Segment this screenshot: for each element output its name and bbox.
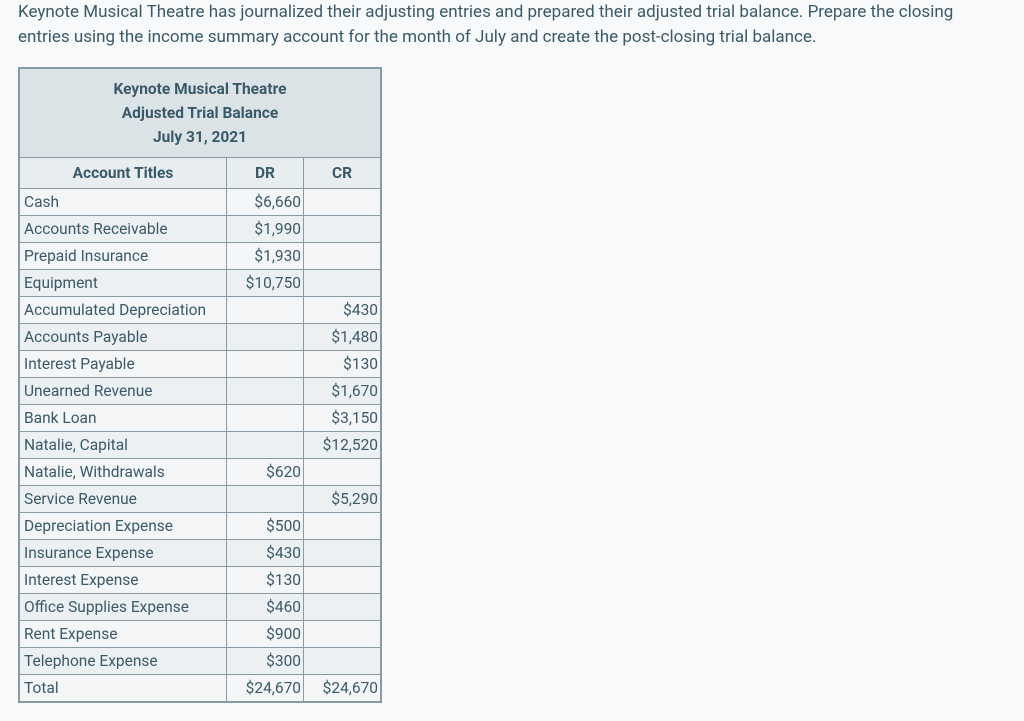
account-title-cell: Office Supplies Expense xyxy=(19,594,227,621)
dr-cell: $500 xyxy=(227,513,304,540)
cr-cell: $1,670 xyxy=(304,378,382,405)
table-row: Natalie, Withdrawals$620 xyxy=(19,459,381,486)
dr-cell: $1,990 xyxy=(227,216,304,243)
account-title-cell: Rent Expense xyxy=(19,621,227,648)
dr-cell: $130 xyxy=(227,567,304,594)
cr-cell: $130 xyxy=(304,351,382,378)
account-title-cell: Accumulated Depreciation xyxy=(19,297,227,324)
account-title-cell: Bank Loan xyxy=(19,405,227,432)
company-name: Keynote Musical Theatre xyxy=(30,77,370,101)
table-row: Interest Expense$130 xyxy=(19,567,381,594)
account-title-cell: Interest Payable xyxy=(19,351,227,378)
table-row: Accumulated Depreciation $430 xyxy=(19,297,381,324)
dr-cell: $460 xyxy=(227,594,304,621)
dr-cell xyxy=(227,351,304,378)
table-row: Interest Payable $130 xyxy=(19,351,381,378)
account-title-cell: Prepaid Insurance xyxy=(19,243,227,270)
cr-cell xyxy=(304,216,382,243)
col-header-account: Account Titles xyxy=(19,158,227,189)
table-row: Cash$6,660 xyxy=(19,189,381,216)
table-row: Accounts Payable $1,480 xyxy=(19,324,381,351)
col-header-cr: CR xyxy=(304,158,382,189)
dr-cell: $900 xyxy=(227,621,304,648)
table-row: Telephone Expense$300 xyxy=(19,648,381,675)
cr-cell xyxy=(304,243,382,270)
dr-cell: $620 xyxy=(227,459,304,486)
dr-cell xyxy=(227,297,304,324)
account-title-cell: Service Revenue xyxy=(19,486,227,513)
table-row: Accounts Receivable$1,990 xyxy=(19,216,381,243)
cr-cell xyxy=(304,594,382,621)
table-row: Insurance Expense$430 xyxy=(19,540,381,567)
dr-cell xyxy=(227,432,304,459)
dr-cell xyxy=(227,378,304,405)
account-title-cell: Cash xyxy=(19,189,227,216)
dr-cell: $10,750 xyxy=(227,270,304,297)
table-row: Depreciation Expense$500 xyxy=(19,513,381,540)
account-title-cell: Unearned Revenue xyxy=(19,378,227,405)
cr-cell xyxy=(304,270,382,297)
cr-cell xyxy=(304,648,382,675)
cr-cell: $24,670 xyxy=(304,675,382,703)
table-row: Rent Expense$900 xyxy=(19,621,381,648)
account-title-cell: Insurance Expense xyxy=(19,540,227,567)
cr-cell xyxy=(304,540,382,567)
account-title-cell: Telephone Expense xyxy=(19,648,227,675)
cr-cell xyxy=(304,513,382,540)
col-header-dr: DR xyxy=(227,158,304,189)
account-title-cell: Accounts Payable xyxy=(19,324,227,351)
account-title-cell: Interest Expense xyxy=(19,567,227,594)
cr-cell: $1,480 xyxy=(304,324,382,351)
account-title-cell: Natalie, Withdrawals xyxy=(19,459,227,486)
dr-cell xyxy=(227,486,304,513)
dr-cell: $300 xyxy=(227,648,304,675)
cr-cell: $5,290 xyxy=(304,486,382,513)
cr-cell xyxy=(304,459,382,486)
report-name: Adjusted Trial Balance xyxy=(30,101,370,125)
dr-cell: $6,660 xyxy=(227,189,304,216)
account-title-cell: Accounts Receivable xyxy=(19,216,227,243)
question-text: Keynote Musical Theatre has journalized … xyxy=(18,0,1006,49)
account-title-cell: Total xyxy=(19,675,227,703)
table-row: Office Supplies Expense$460 xyxy=(19,594,381,621)
table-row: Equipment$10,750 xyxy=(19,270,381,297)
cr-cell xyxy=(304,567,382,594)
table-title-cell: Keynote Musical Theatre Adjusted Trial B… xyxy=(19,68,381,158)
table-row: Service Revenue $5,290 xyxy=(19,486,381,513)
table-row: Bank Loan $3,150 xyxy=(19,405,381,432)
dr-cell: $1,930 xyxy=(227,243,304,270)
cr-cell: $12,520 xyxy=(304,432,382,459)
dr-cell xyxy=(227,405,304,432)
dr-cell: $24,670 xyxy=(227,675,304,703)
trial-balance-table: Keynote Musical Theatre Adjusted Trial B… xyxy=(18,67,382,703)
table-row: Unearned Revenue $1,670 xyxy=(19,378,381,405)
account-title-cell: Depreciation Expense xyxy=(19,513,227,540)
dr-cell: $430 xyxy=(227,540,304,567)
table-row: Natalie, Capital $12,520 xyxy=(19,432,381,459)
dr-cell xyxy=(227,324,304,351)
cr-cell xyxy=(304,621,382,648)
cr-cell: $430 xyxy=(304,297,382,324)
table-row: Prepaid Insurance$1,930 xyxy=(19,243,381,270)
account-title-cell: Equipment xyxy=(19,270,227,297)
report-date: July 31, 2021 xyxy=(30,125,370,149)
cr-cell xyxy=(304,189,382,216)
cr-cell: $3,150 xyxy=(304,405,382,432)
table-row: Total$24,670$24,670 xyxy=(19,675,381,703)
account-title-cell: Natalie, Capital xyxy=(19,432,227,459)
